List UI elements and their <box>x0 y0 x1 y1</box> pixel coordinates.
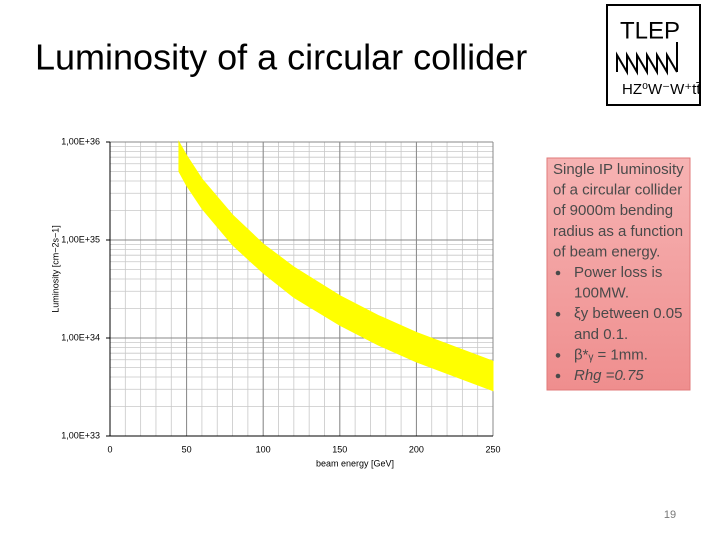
bullet-dot <box>555 373 561 379</box>
x-tick-label: 50 <box>182 444 192 454</box>
x-tick-label: 0 <box>107 444 112 454</box>
x-axis-label: beam energy [GeV] <box>316 458 394 468</box>
bullet-dot <box>555 311 561 317</box>
x-tick-label: 100 <box>256 444 271 454</box>
bullet-dot <box>555 270 561 276</box>
note-bullet: ξy between 0.05 <box>574 305 682 322</box>
note-line: of a circular collider <box>553 182 682 199</box>
slide-title: Luminosity of a circular collider <box>35 37 527 78</box>
note-bullet: Power loss is <box>574 264 662 281</box>
y-tick-label: 1,00E+34 <box>61 332 100 342</box>
logo: TLEP HZ⁰W⁻W⁺tt̄ <box>606 4 701 106</box>
note-bullet: and 0.1. <box>574 326 628 343</box>
chart: 1,00E+33 1,00E+34 1,00E+35 1,00E+36 0 50 100 15… <box>50 136 500 468</box>
x-tick-label: 150 <box>332 444 347 454</box>
note-bullet: 100MW. <box>574 285 629 302</box>
note-line: of beam energy. <box>553 243 660 260</box>
luminosity-band <box>178 140 494 392</box>
x-tick-label: 200 <box>409 444 424 454</box>
y-tick-label: 1,00E+35 <box>61 234 100 244</box>
y-tick-label: 1,00E+36 <box>61 136 100 146</box>
bullet-dot <box>555 353 561 358</box>
logo-factory <box>616 51 678 76</box>
y-axis-label: Luminosity [cm−2s−1] <box>50 225 60 313</box>
note-bullet: Rhg =0.75 <box>574 367 644 384</box>
logo-frame <box>606 4 701 106</box>
logo-name: TLEP <box>620 17 680 44</box>
note-line: radius as a function <box>553 223 683 240</box>
y-tick-label: 1,00E+33 <box>61 430 100 440</box>
logo-subtitle: HZ⁰W⁻W⁺tt̄ <box>622 81 701 98</box>
note-bullet: β*ᵧ = 1mm. <box>574 346 648 363</box>
note-line: of 9000m bending <box>553 202 673 219</box>
note-line: Single IP luminosity <box>553 161 684 178</box>
note-box <box>546 157 691 391</box>
x-tick-label: 250 <box>485 444 500 454</box>
note: Single IP luminosity of a circular collid… <box>553 161 684 384</box>
page-number: 19 <box>664 509 676 521</box>
